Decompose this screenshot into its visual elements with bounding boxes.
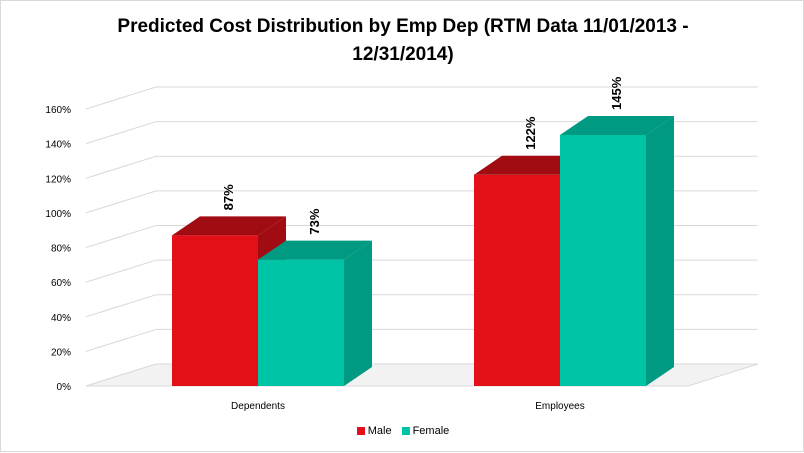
y-tick-label: 120% <box>45 174 71 185</box>
y-tick-label: 60% <box>51 278 71 289</box>
chart-title: Predicted Cost Distribution by Emp Dep (… <box>117 16 689 65</box>
legend-swatch-male <box>356 427 365 435</box>
bar-side <box>344 240 372 386</box>
bar-top <box>474 155 588 175</box>
y-tick-label: 160% <box>45 105 71 116</box>
data-label: 122% <box>523 116 538 150</box>
x-tick-label: Employees <box>535 401 584 412</box>
data-label: 145% <box>609 76 624 110</box>
legend-item-male: Male <box>356 425 392 437</box>
y-tick-label: 20% <box>51 347 71 358</box>
legend: Male Female <box>1 425 804 437</box>
bar-top <box>258 240 372 260</box>
legend-label-female: Female <box>412 425 450 437</box>
bar <box>258 259 344 386</box>
y-tick-label: 0% <box>57 382 72 393</box>
bar-side <box>646 115 674 386</box>
bar-top <box>172 216 286 236</box>
legend-swatch-female <box>401 427 410 435</box>
y-tick-label: 100% <box>45 209 71 220</box>
bar <box>560 134 646 386</box>
data-label: 73% <box>307 208 322 234</box>
legend-label-male: Male <box>367 425 392 437</box>
bar-top <box>560 115 674 135</box>
bar <box>172 235 258 386</box>
gridline <box>85 121 758 145</box>
legend-item-female: Female <box>401 425 450 437</box>
y-tick-label: 140% <box>45 140 71 151</box>
data-label: 87% <box>221 184 236 210</box>
bar <box>474 174 560 386</box>
gridline <box>85 86 758 110</box>
y-tick-label: 80% <box>51 244 71 255</box>
y-tick-label: 40% <box>51 313 71 324</box>
x-tick-label: Dependents <box>231 401 285 412</box>
